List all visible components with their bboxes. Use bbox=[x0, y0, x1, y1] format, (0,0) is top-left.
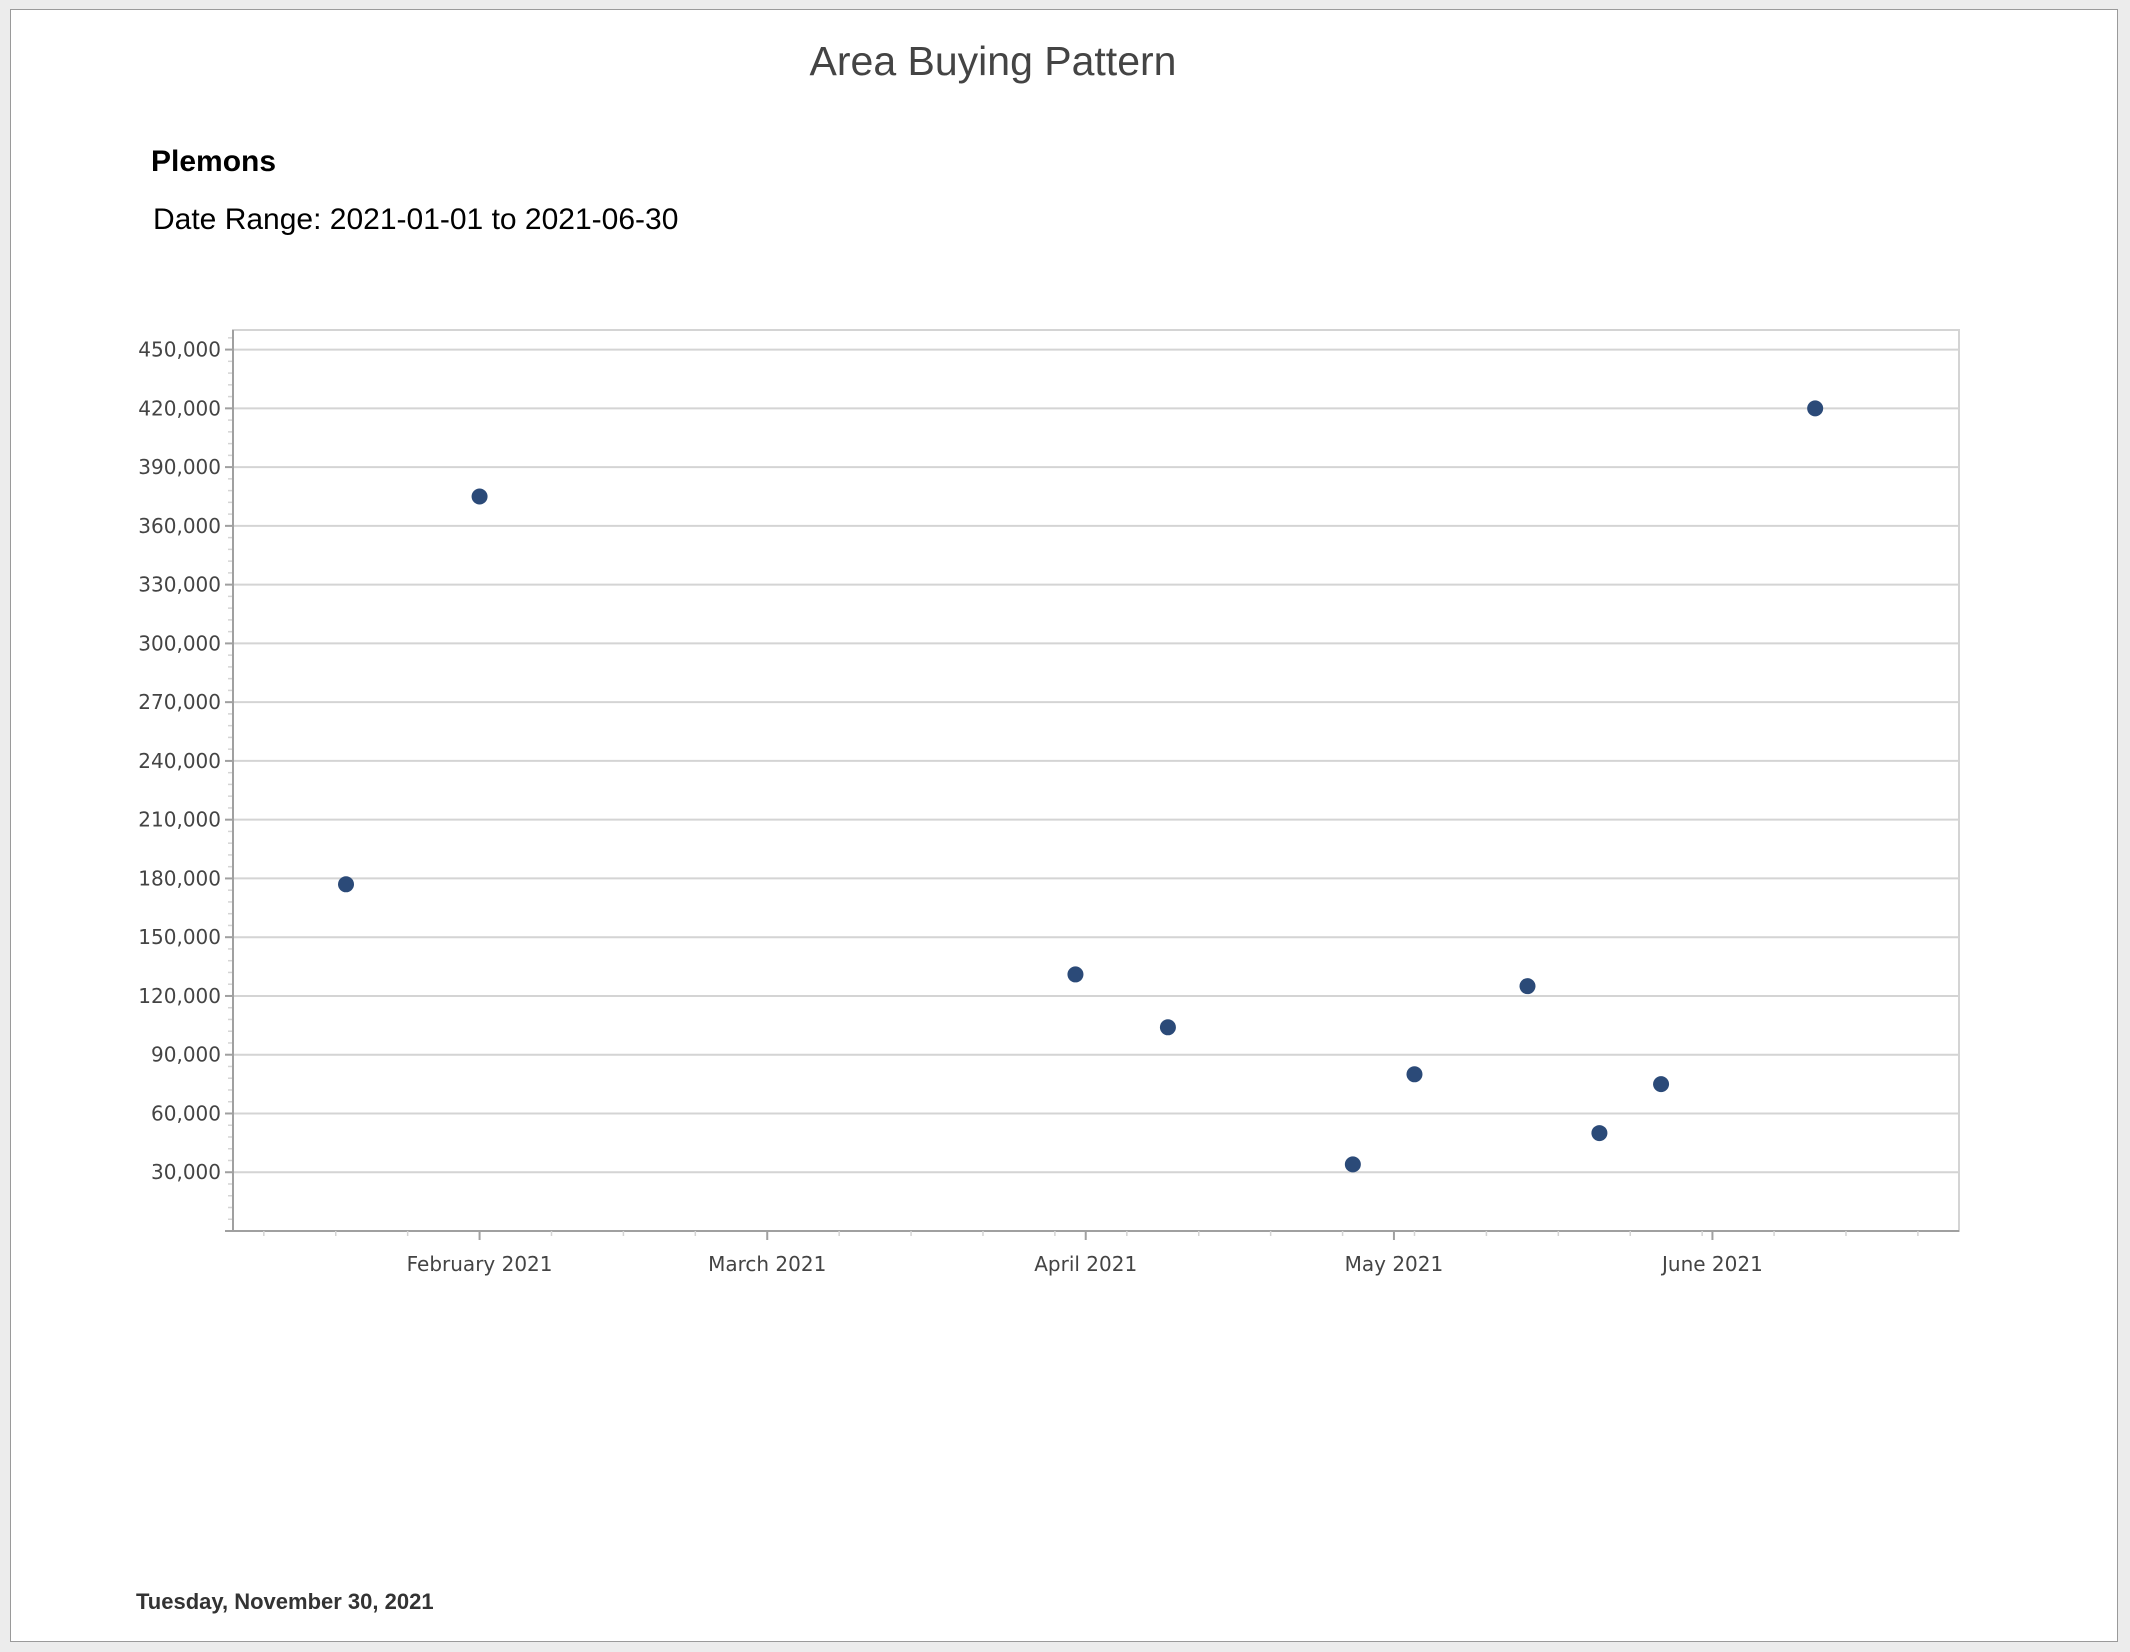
y-tick-label: 180,000 bbox=[138, 866, 221, 890]
y-tick-label: 270,000 bbox=[138, 690, 221, 714]
x-tick-label: May 2021 bbox=[1345, 1252, 1444, 1276]
x-tick-label: February 2021 bbox=[407, 1252, 553, 1276]
area-name: Plemons bbox=[151, 145, 277, 178]
report-page: Area Buying Pattern Plemons Date Range: … bbox=[10, 9, 2118, 1642]
data-point bbox=[1406, 1066, 1423, 1083]
data-point bbox=[338, 876, 355, 893]
plot-border bbox=[232, 329, 1960, 1232]
data-point bbox=[1807, 400, 1824, 417]
y-tick-label: 240,000 bbox=[138, 749, 221, 773]
data-point bbox=[1159, 1019, 1176, 1036]
y-tick-label: 30,000 bbox=[151, 1160, 221, 1184]
y-tick-label: 450,000 bbox=[138, 338, 221, 362]
data-point bbox=[1653, 1076, 1670, 1093]
y-tick-label: 390,000 bbox=[138, 455, 221, 479]
date-range: Date Range: 2021-01-01 to 2021-06-30 bbox=[153, 203, 679, 236]
y-tick-label: 210,000 bbox=[138, 808, 221, 832]
y-tick-label: 360,000 bbox=[138, 514, 221, 538]
data-point bbox=[1067, 966, 1084, 983]
footer-date: Tuesday, November 30, 2021 bbox=[136, 1589, 434, 1614]
y-tick-label: 60,000 bbox=[151, 1101, 221, 1125]
y-tick-label: 330,000 bbox=[138, 573, 221, 597]
data-point bbox=[1344, 1156, 1361, 1173]
x-tick-label: March 2021 bbox=[708, 1252, 826, 1276]
data-point bbox=[1591, 1125, 1608, 1142]
data-point bbox=[1519, 978, 1536, 995]
data-point bbox=[471, 488, 488, 505]
y-tick-label: 150,000 bbox=[138, 925, 221, 949]
x-tick-label: April 2021 bbox=[1034, 1252, 1137, 1276]
y-tick-label: 90,000 bbox=[151, 1043, 221, 1067]
y-tick-label: 420,000 bbox=[138, 396, 221, 420]
y-tick-label: 300,000 bbox=[138, 631, 221, 655]
report-title: Area Buying Pattern bbox=[809, 38, 1177, 84]
x-tick-label: June 2021 bbox=[1660, 1252, 1763, 1276]
y-tick-label: 120,000 bbox=[138, 984, 221, 1008]
scatter-chart: 30,000 60,000 90,000 120,000 150,000 180,000 2… bbox=[138, 329, 1960, 1276]
